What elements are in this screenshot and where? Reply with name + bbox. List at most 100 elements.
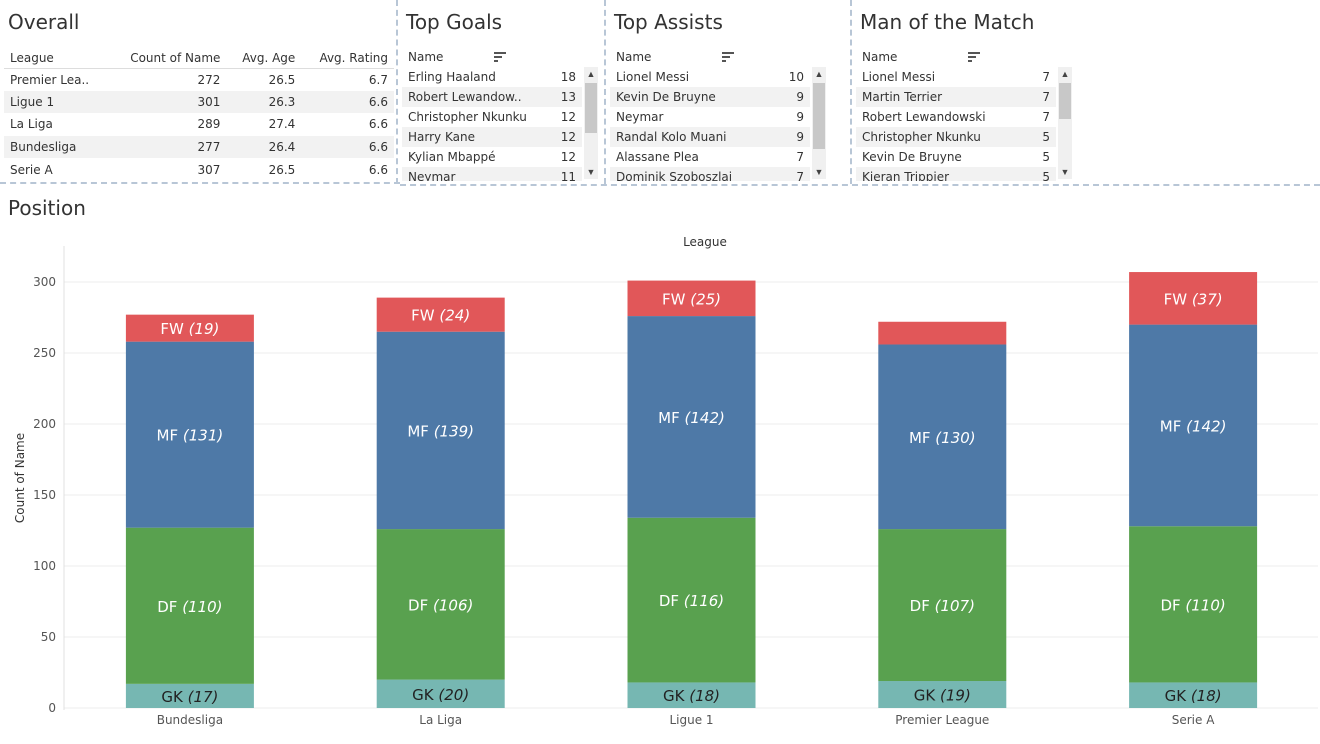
rating-cell: 6.6 (301, 135, 394, 159)
y-tick-label: 200 (33, 417, 56, 431)
y-tick-label: 0 (48, 701, 56, 715)
age-cell: 26.5 (268, 162, 296, 177)
table-row[interactable]: Bundesliga 277 26.4 6.6 (4, 135, 394, 159)
list-item[interactable]: Randal Kolo Muani 9 (610, 127, 810, 147)
overall-col-league[interactable]: League (4, 48, 109, 69)
sort-icon[interactable] (494, 52, 506, 62)
top-assists-name-header[interactable]: Name (616, 50, 652, 64)
scroll-down-icon[interactable]: ▼ (586, 167, 596, 177)
league-cell: Premier Lea.. (10, 72, 90, 87)
list-item[interactable]: Christopher Nkunku 12 (402, 107, 582, 127)
scroll-up-icon[interactable]: ▲ (1060, 69, 1070, 79)
player-name: Christopher Nkunku (408, 110, 527, 124)
scroll-thumb[interactable] (585, 83, 597, 133)
player-value: 11 (560, 170, 576, 181)
player-value: 7 (796, 170, 804, 181)
sort-icon[interactable] (968, 52, 980, 62)
count-cell: 277 (108, 135, 227, 159)
list-item[interactable]: Robert Lewandow.. 13 (402, 87, 582, 107)
top-goals-name-header[interactable]: Name (408, 50, 444, 64)
top-assists-scrollbar[interactable]: ▲ ▼ (812, 67, 826, 179)
bar-segment-gk[interactable] (125, 683, 254, 708)
bar-segment-mf[interactable] (627, 316, 756, 518)
bar-segment-df[interactable] (1129, 526, 1258, 683)
list-item[interactable]: Erling Haaland 18 (402, 67, 582, 87)
table-row[interactable]: Ligue 1 301 26.3 6.6 (4, 90, 394, 114)
bar-segment-mf[interactable] (376, 331, 505, 530)
player-name: Dominik Szoboszlai (616, 170, 733, 181)
list-item[interactable]: Kieran Trippier 5 (856, 167, 1056, 181)
scroll-thumb[interactable] (1059, 83, 1071, 119)
scroll-down-icon[interactable]: ▼ (814, 167, 824, 177)
bar-segment-mf[interactable] (125, 341, 254, 528)
bar-label: MF (131) (157, 427, 224, 445)
scroll-up-icon[interactable]: ▲ (586, 69, 596, 79)
list-item[interactable]: Kylian Mbappé 12 (402, 147, 582, 167)
player-name: Neymar (616, 110, 664, 124)
bar-segment-fw[interactable] (1129, 272, 1258, 325)
count-cell: 307 (197, 162, 221, 177)
bar-label: DF (106) (408, 596, 473, 614)
sort-icon[interactable] (722, 52, 734, 62)
list-item[interactable]: Kevin De Bruyne 5 (856, 147, 1056, 167)
list-item[interactable]: Robert Lewandowski 7 (856, 107, 1056, 127)
bar-segment-df[interactable] (627, 517, 756, 683)
y-tick-label: 150 (33, 488, 56, 502)
panel-divider (396, 0, 398, 184)
overall-title: Overall (8, 10, 80, 34)
player-value: 9 (796, 130, 804, 144)
bar-segment-df[interactable] (878, 529, 1007, 682)
bar-segment-gk[interactable] (627, 682, 756, 708)
player-name: Kevin De Bruyne (862, 150, 962, 164)
bar-label: GK (17) (161, 688, 218, 706)
bar-segment-fw[interactable] (878, 321, 1007, 345)
chart-bars: GK (17) DF (110) MF (131) FW (19) GK (20) DF … (125, 272, 1258, 708)
list-item[interactable]: Alassane Plea 7 (610, 147, 810, 167)
player-value: 12 (560, 130, 576, 144)
league-cell: Bundesliga (4, 135, 109, 159)
age-cell: 26.3 (226, 90, 302, 114)
table-row[interactable]: La Liga 289 27.4 6.6 (4, 113, 394, 136)
scroll-thumb[interactable] (813, 83, 825, 149)
rating-cell: 6.6 (301, 90, 394, 114)
bar-segment-df[interactable] (125, 527, 254, 684)
bar-segment-mf[interactable] (1129, 324, 1258, 527)
bar-segment-fw[interactable] (627, 280, 756, 317)
x-axis-title: League (683, 235, 727, 249)
overall-col-age[interactable]: Avg. Age (226, 48, 302, 69)
table-row[interactable]: Serie A 307 26.5 6.6 (4, 158, 394, 181)
man-of-the-match-scrollbar[interactable]: ▲ ▼ (1058, 67, 1072, 179)
list-item[interactable]: Kevin De Bruyne 9 (610, 87, 810, 107)
player-value: 7 (1042, 110, 1050, 124)
list-item[interactable]: Dominik Szoboszlai 7 (610, 167, 810, 181)
player-value: 10 (788, 70, 804, 84)
list-item[interactable]: Harry Kane 12 (402, 127, 582, 147)
list-item[interactable]: Lionel Messi 7 (856, 67, 1056, 87)
list-item[interactable]: Neymar 9 (610, 107, 810, 127)
list-item[interactable]: Neymar 11 (402, 167, 582, 181)
list-item[interactable]: Martin Terrier 7 (856, 87, 1056, 107)
overall-col-rating[interactable]: Avg. Rating (301, 48, 394, 69)
bar-label: GK (18) (663, 687, 720, 705)
scroll-up-icon[interactable]: ▲ (814, 69, 824, 79)
table-row[interactable]: Premier Lea.. 272 26.5 6.7 (4, 68, 394, 91)
bar-label: MF (142) (658, 409, 725, 427)
player-value: 7 (1042, 70, 1050, 84)
bar-label: MF (130) (909, 429, 976, 447)
bar-segment-mf[interactable] (878, 344, 1007, 530)
bar-segment-df[interactable] (376, 529, 505, 680)
bar-segment-fw[interactable] (125, 314, 254, 342)
top-goals-scrollbar[interactable]: ▲ ▼ (584, 67, 598, 179)
bar-segment-gk[interactable] (1129, 682, 1258, 708)
list-item[interactable]: Christopher Nkunku 5 (856, 127, 1056, 147)
x-tick-label: La Liga (419, 713, 462, 727)
league-cell: Serie A (10, 162, 53, 177)
man-of-the-match-name-header[interactable]: Name (862, 50, 898, 64)
list-item[interactable]: Lionel Messi 10 (610, 67, 810, 87)
bar-segment-gk[interactable] (376, 679, 505, 708)
bar-segment-gk[interactable] (878, 681, 1007, 708)
bar-segment-fw[interactable] (376, 297, 505, 332)
overall-col-count[interactable]: Count of Name (108, 48, 227, 69)
player-value: 5 (1042, 130, 1050, 144)
scroll-down-icon[interactable]: ▼ (1060, 167, 1070, 177)
